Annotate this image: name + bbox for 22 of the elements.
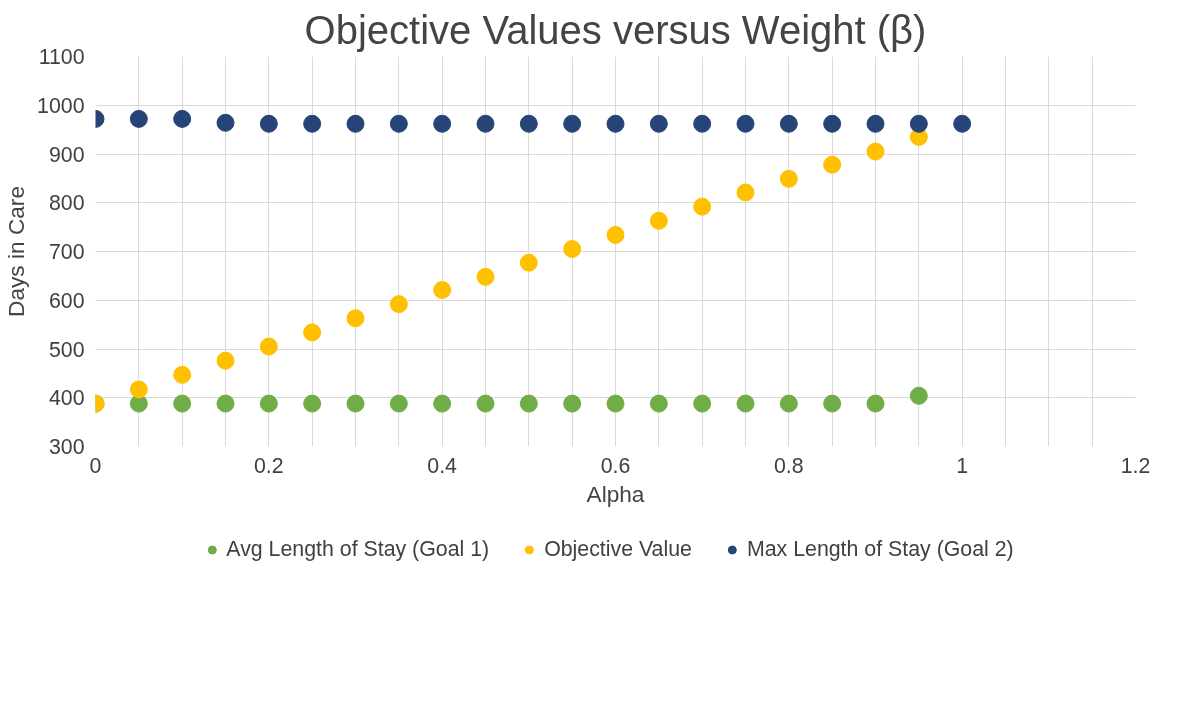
x-tick-label: 1.2 [1120,453,1151,478]
y-tick-label: 800 [48,191,85,216]
y-tick-label: 500 [48,337,85,362]
legend-label: Max Length of Stay (Goal 2) [746,536,1014,562]
y-tick-label: 600 [48,288,85,313]
x-tick-label: 0.6 [600,453,631,478]
y-tick-label: 1100 [38,45,85,69]
chart-title: Objective Values versus Weight (β) [304,7,927,52]
legend-label: Avg Length of Stay (Goal 1) [226,536,490,562]
x-tick-label: 0 [89,453,102,478]
y-tick-label: 700 [48,240,85,264]
y-tick-label: 300 [48,435,85,459]
y-axis-title: Days in Care [3,186,30,317]
x-tick-label: 0.8 [774,453,804,478]
y-tick-label: 400 [48,386,85,411]
x-tick-label: 0.4 [427,453,458,478]
legend-label: Objective Value [544,536,692,562]
y-tick-label: 900 [48,142,85,167]
x-tick-label: 0.2 [254,453,284,478]
x-tick-label: 1 [956,453,969,478]
x-axis-title: Alpha [586,480,645,507]
y-tick-label: 1000 [37,93,85,118]
